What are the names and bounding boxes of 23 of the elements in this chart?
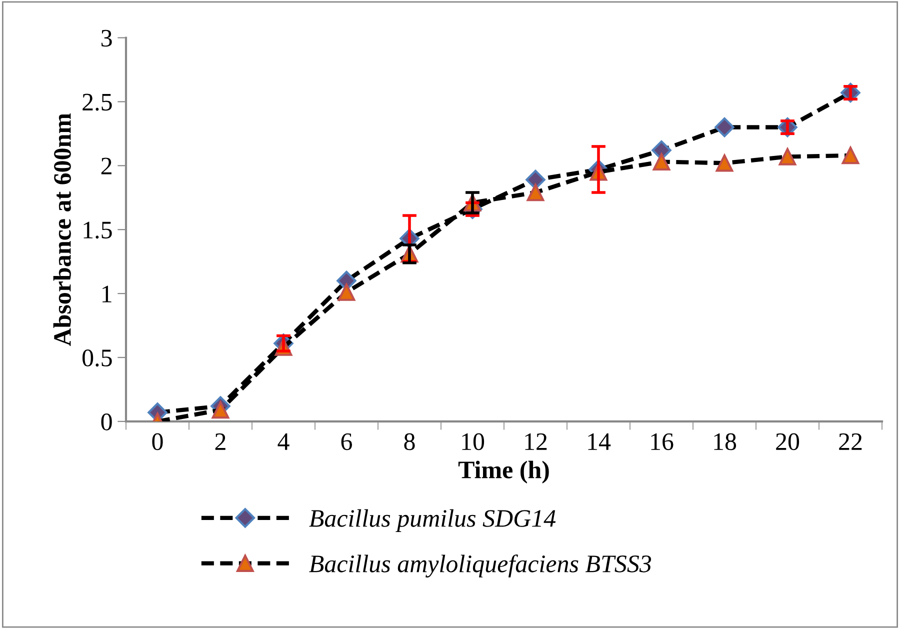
x-tick-label: 10 (462, 433, 484, 450)
legend-label: Bacillus amyloliquefaciens BTSS3 (309, 554, 652, 578)
x-tick-label: 14 (588, 433, 611, 450)
y-tick-label: 2.5 (82, 94, 112, 111)
y-tick-label: 1 (102, 286, 112, 302)
x-tick-label: 20 (776, 433, 800, 450)
x-tick-label: 6 (341, 433, 352, 450)
x-tick-label: 16 (651, 433, 674, 450)
y-tick-label: 0 (101, 413, 112, 430)
x-tick-label: 4 (278, 433, 290, 450)
x-tick-label: 0 (152, 433, 163, 450)
x-tick-label: 2 (215, 433, 226, 450)
y-tick-label: 3 (102, 30, 112, 47)
x-tick-label: 18 (714, 433, 736, 450)
x-tick-label: 22 (839, 433, 862, 450)
y-tick-label: 2 (101, 158, 112, 174)
x-tick-label: 8 (404, 433, 415, 450)
y-tick-label: 1.5 (84, 222, 112, 239)
legend-label: Bacillus pumilus SDG14 (309, 509, 556, 532)
x-axis-title: Time (h) (458, 460, 549, 484)
y-axis-title: Absorbance at 600nm (53, 113, 71, 346)
x-tick-label: 12 (525, 433, 547, 450)
y-tick-label: 0.5 (82, 350, 112, 367)
